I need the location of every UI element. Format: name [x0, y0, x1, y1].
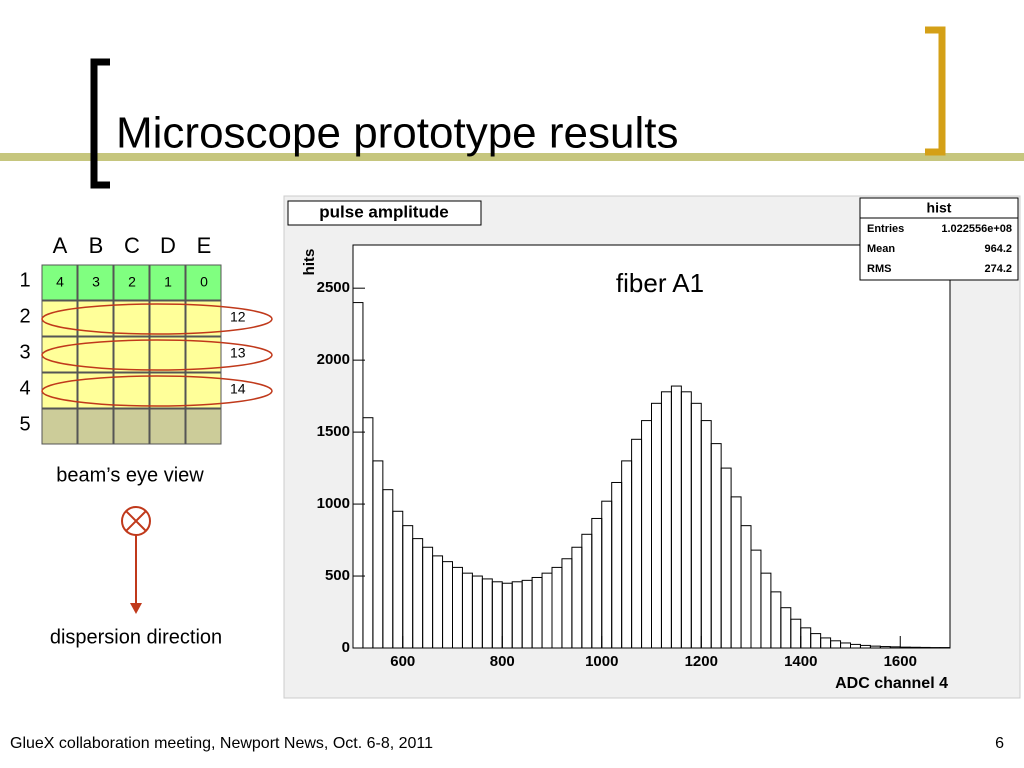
x-tick-label: 800 [490, 653, 515, 670]
row-label: 5 [19, 413, 30, 435]
cell [149, 336, 186, 373]
cell [113, 300, 150, 337]
cell [77, 264, 114, 301]
arrow-head [130, 603, 142, 614]
cell-label: 2 [128, 274, 136, 290]
cell-label: 1 [164, 274, 172, 290]
cell [185, 336, 222, 373]
cell [41, 300, 78, 337]
cell [113, 264, 150, 301]
left-bracket [90, 58, 110, 189]
cell [185, 300, 222, 337]
cell [41, 372, 78, 409]
beam-cross [125, 510, 147, 532]
column-label: B [89, 233, 104, 258]
x-tick-label: 600 [390, 653, 415, 670]
cell [185, 372, 222, 409]
stats-key: Entries [867, 223, 904, 235]
fiber-ellipse [41, 375, 273, 407]
cell [41, 264, 78, 301]
cell-label: 0 [200, 274, 208, 290]
hist-title-box [287, 200, 482, 226]
cell [113, 336, 150, 373]
y-tick-label: 1000 [317, 495, 350, 512]
column-label: E [197, 233, 212, 258]
row-label: 4 [19, 377, 30, 399]
x-tick-label: 1200 [685, 653, 718, 670]
cell [77, 408, 114, 445]
stats-value: 1.022556e+08 [941, 223, 1012, 235]
title-bar [0, 153, 1024, 161]
y-tick-label: 2000 [317, 351, 350, 368]
fiber-ellipse [41, 339, 273, 371]
column-label: A [53, 233, 68, 258]
stats-value: 964.2 [984, 243, 1012, 255]
x-axis-label: ADC channel 4 [835, 675, 948, 692]
x-tick-label: 1600 [884, 653, 917, 670]
cell [185, 264, 222, 301]
cell-label: 4 [56, 274, 64, 290]
y-tick-label: 2500 [317, 279, 350, 296]
hist-bar [899, 646, 911, 649]
cell [41, 408, 78, 445]
row-label: 2 [19, 305, 30, 327]
column-label: D [160, 233, 176, 258]
column-label: C [124, 233, 140, 258]
cell [149, 372, 186, 409]
y-tick-label: 500 [325, 567, 350, 584]
cell [149, 408, 186, 445]
fiber-label: 14 [230, 381, 246, 397]
cell-label: 3 [92, 274, 100, 290]
row-label: 1 [19, 269, 30, 291]
direction-label: dispersion direction [50, 626, 222, 648]
hist-bar [909, 646, 921, 649]
row-label: 3 [19, 341, 30, 363]
stats-value: 274.2 [984, 263, 1012, 275]
hist-title: pulse amplitude [319, 202, 448, 221]
stats-box [859, 197, 1019, 281]
slide-title: Microscope prototype results [116, 109, 678, 158]
stats-title: hist [927, 200, 952, 216]
cell [149, 264, 186, 301]
cell [185, 408, 222, 445]
fiber-label: 12 [230, 309, 246, 325]
cell [41, 336, 78, 373]
page-number: 6 [995, 735, 1004, 752]
cell [113, 372, 150, 409]
y-tick-label: 1500 [317, 423, 350, 440]
y-tick-label: 0 [342, 639, 350, 656]
fiber-label: 13 [230, 345, 246, 361]
caption: beam’s eye view [56, 464, 204, 486]
hist-bar [919, 646, 931, 649]
footer: GlueX collaboration meeting, Newport New… [10, 735, 433, 752]
fiber-ellipse [41, 303, 273, 335]
x-tick-label: 1400 [784, 653, 817, 670]
stats-key: RMS [867, 263, 891, 275]
cell [149, 300, 186, 337]
right-bracket [925, 26, 946, 156]
y-axis-label: hits [301, 249, 318, 276]
annotation: fiber A1 [616, 268, 704, 298]
stats-key: Mean [867, 243, 895, 255]
x-tick-label: 1000 [585, 653, 618, 670]
cell [113, 408, 150, 445]
